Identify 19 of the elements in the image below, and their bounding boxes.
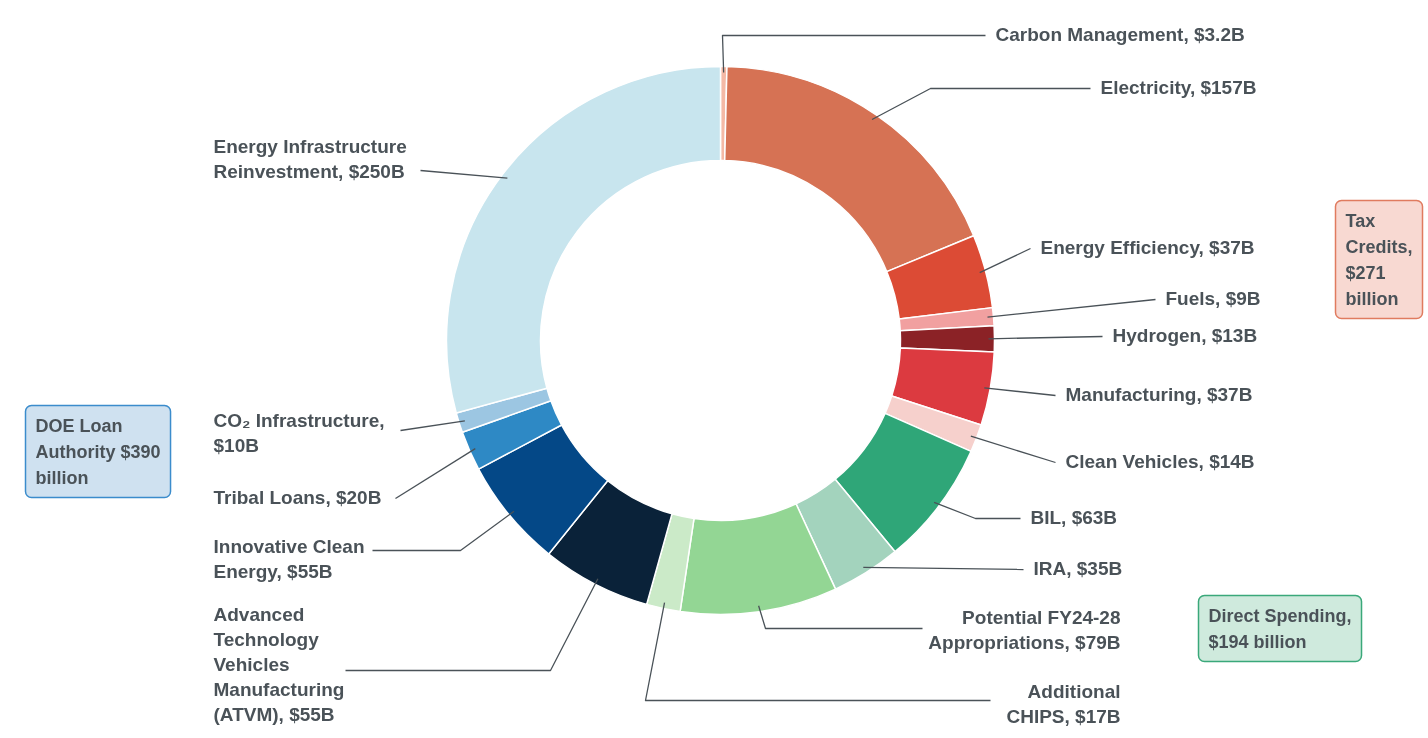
- slice-label: Energy Infrastructure Reinvestment, $250B: [213, 135, 407, 182]
- slice-label: Fuels, $9B: [1165, 287, 1261, 309]
- slice-label: Hydrogen, $13B: [1112, 324, 1258, 346]
- slice-label: Carbon Management, $3.2B: [995, 23, 1245, 45]
- slice-label: Electricity, $157B: [1100, 76, 1257, 98]
- slice-label: Manufacturing, $37B: [1065, 383, 1253, 405]
- slice-label: Innovative Clean Energy, $55B: [213, 535, 365, 582]
- slice-label: Potential FY24-28 Appropriations, $79B: [928, 606, 1121, 653]
- slice-label: Additional CHIPS, $17B: [1006, 680, 1121, 727]
- slice-label: BIL, $63B: [1030, 506, 1118, 528]
- text: DOE Loan Authority $390 billion: [35, 415, 161, 488]
- slice-label: CO₂ Infrastructure, $10B: [213, 409, 385, 456]
- slice-label: Tribal Loans, $20B: [213, 486, 382, 508]
- slice-label: Energy Efficiency, $37B: [1040, 236, 1255, 258]
- slice-label: Clean Vehicles, $14B: [1065, 450, 1255, 472]
- slice-label: IRA, $35B: [1033, 557, 1123, 579]
- slice-label: Advanced Technology Vehicles Manufacturing (ATVM), $55B: [213, 603, 345, 726]
- text: Direct Spending, $194 billion: [1208, 605, 1352, 652]
- text: Tax Credits, $271 billion: [1345, 210, 1413, 309]
